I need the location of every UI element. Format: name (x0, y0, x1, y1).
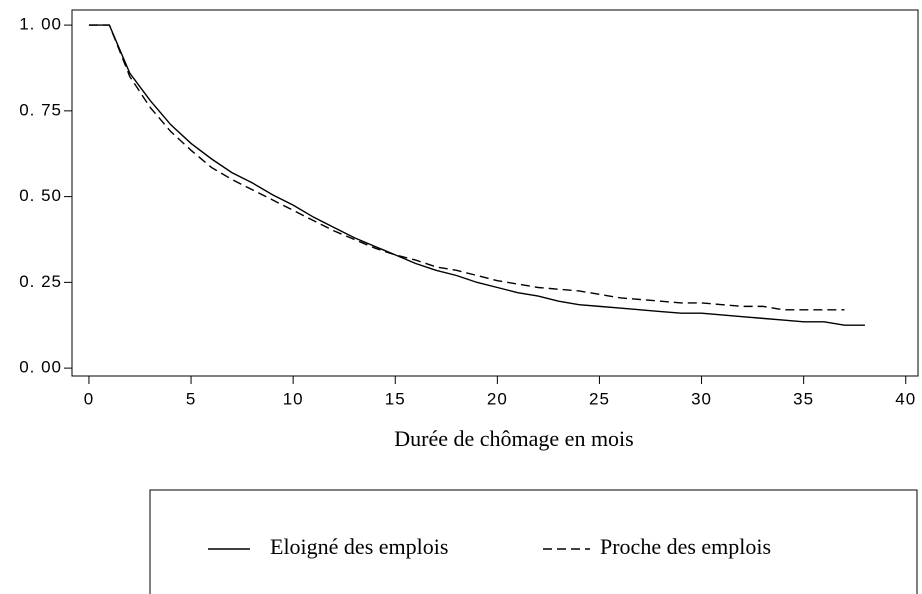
series-line (88, 24, 845, 311)
legend-box (149, 489, 918, 594)
plot-frame (71, 9, 919, 377)
x-tick-label: 10 (283, 389, 304, 408)
x-tick-label: 0 (84, 389, 94, 408)
x-tick-label: 35 (793, 389, 814, 408)
y-tick-label: 0. 50 (19, 186, 62, 205)
x-tick-label: 15 (385, 389, 406, 408)
y-tick-label: 0. 00 (19, 358, 62, 377)
legend-label: Proche des emplois (600, 534, 771, 559)
y-tick-label: 1. 00 (19, 15, 62, 34)
x-tick-label: 5 (186, 389, 196, 408)
series-line (88, 24, 865, 326)
x-tick-label: 40 (895, 389, 916, 408)
x-tick-label: 30 (691, 389, 712, 408)
x-axis-label: Durée de chômage en mois (394, 426, 633, 451)
y-tick-label: 0. 75 (19, 100, 62, 119)
legend-label: Eloigné des emplois (270, 534, 448, 559)
x-tick-label: 20 (487, 389, 508, 408)
y-tick-label: 0. 25 (19, 272, 62, 291)
x-tick-label: 25 (589, 389, 610, 408)
